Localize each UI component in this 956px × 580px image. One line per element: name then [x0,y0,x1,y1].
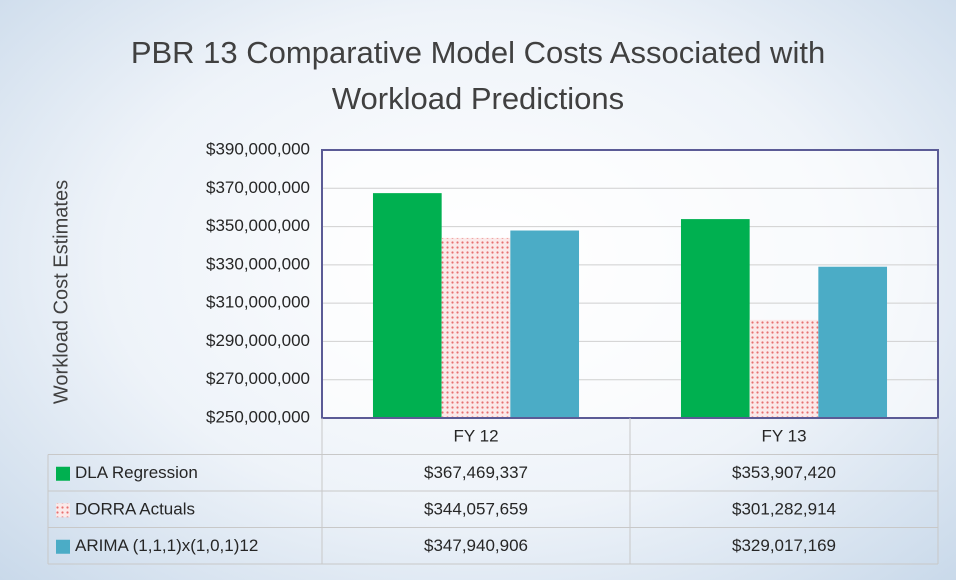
bar [680,219,750,418]
y-axis-label: Workload Cost Estimates [50,180,72,404]
y-tick-label: $370,000,000 [206,178,310,197]
data-label: $329,017,169 [732,536,836,555]
y-tick-label: $350,000,000 [206,216,310,235]
legend-key [56,539,70,554]
bar [510,230,580,418]
x-tick-label: FY 12 [453,427,498,446]
data-label: $347,940,906 [424,536,528,555]
data-label: $367,469,337 [424,463,528,482]
y-tick-label: $270,000,000 [206,369,310,388]
legend-label: DORRA Actuals [75,500,195,519]
y-tick-label: $290,000,000 [206,331,310,350]
data-label: $301,282,914 [732,500,836,519]
y-tick-label: $390,000,000 [206,139,310,158]
data-label: $353,907,420 [732,463,836,482]
legend-key [56,466,70,481]
bar [818,266,888,418]
legend-label: DLA Regression [75,463,198,482]
bar [749,319,819,418]
data-label: $344,057,659 [424,500,528,519]
bar [441,237,511,418]
x-tick-label: FY 13 [761,427,806,446]
chart-title: PBR 13 Comparative Model Costs Associate… [130,35,826,116]
y-tick-label: $330,000,000 [206,254,310,273]
legend-label: ARIMA (1,1,1)x(1,0,1)12 [75,536,258,555]
legend-key [56,503,70,518]
y-tick-label: $310,000,000 [206,293,310,312]
y-tick-label: $250,000,000 [206,407,310,426]
bar [372,193,442,418]
